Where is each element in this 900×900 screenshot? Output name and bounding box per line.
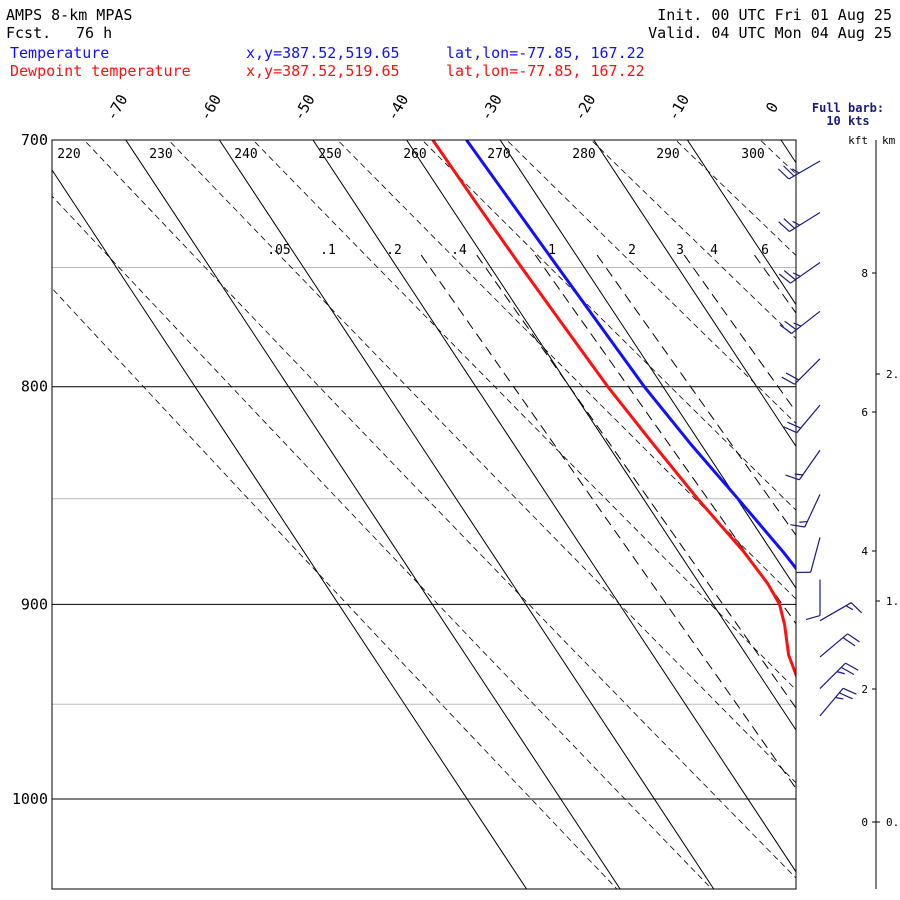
km-tick-label: 2. — [886, 368, 899, 381]
isotherm-line — [125, 140, 621, 889]
isotherm-line — [875, 140, 900, 889]
isotherm-label: -70 — [102, 91, 131, 123]
dry-adiabat-line — [83, 140, 796, 879]
isotherm-label: -40 — [383, 91, 412, 123]
dry-adiabat-label: 290 — [656, 147, 679, 162]
isotherm-line — [780, 140, 796, 164]
kft-tick-label: 2 — [861, 683, 868, 696]
wind-barb — [779, 310, 821, 334]
pressure-tick-label: 800 — [21, 378, 48, 396]
pressure-tick-label: 700 — [21, 131, 48, 149]
wind-barb — [819, 602, 863, 622]
barb-note-line1: Full barb: — [812, 101, 884, 115]
dry-adiabat-label: 280 — [572, 147, 595, 162]
mixing-ratio-label: 2 — [628, 243, 636, 258]
dry-adiabat-line — [52, 287, 618, 889]
sounding-trace-dewpoint-temperature — [431, 140, 796, 679]
isotherm-label: -30 — [477, 91, 506, 123]
dry-adiabat-line — [52, 195, 713, 889]
pressure-tick-label: 1000 — [12, 790, 48, 808]
barb-note-line2: 10 kts — [826, 114, 869, 128]
km-tick-label: 1. — [886, 595, 899, 608]
mixing-ratio-line — [476, 254, 796, 709]
dry-adiabat-line — [675, 140, 796, 256]
mixing-ratio-line — [534, 254, 796, 625]
isotherm-label: -10 — [664, 91, 693, 123]
wind-barb — [790, 494, 821, 528]
mixing-ratio-label: .4 — [451, 243, 467, 258]
sounding-trace-temperature — [465, 140, 796, 571]
isotherm-line — [686, 140, 796, 306]
legend-temperature-label: Temperature — [10, 44, 110, 62]
dry-adiabat-label: 260 — [403, 147, 426, 162]
dry-adiabat-line — [421, 140, 796, 511]
mixing-ratio-label: 1 — [548, 243, 556, 258]
wind-barb — [781, 358, 821, 385]
pressure-tick-label: 900 — [21, 595, 48, 613]
mixing-ratio-label: .2 — [386, 243, 402, 258]
model-title: AMPS 8-km MPAS — [6, 6, 133, 24]
mixing-ratio-line — [596, 254, 796, 537]
mixing-ratio-line — [874, 255, 900, 880]
mixing-ratio-line — [754, 254, 796, 314]
dry-adiabat-line — [252, 140, 796, 691]
dry-adiabat-label: 270 — [487, 147, 510, 162]
mixing-ratio-line — [420, 254, 796, 790]
isotherm-line — [499, 140, 796, 590]
kft-tick-label: 8 — [861, 267, 868, 280]
isotherm-line — [312, 140, 796, 873]
wind-barb — [796, 537, 821, 574]
isotherm-label: -60 — [196, 91, 225, 123]
wind-barb — [783, 404, 821, 434]
dry-adiabat-label: 250 — [318, 147, 341, 162]
dry-adiabat-line — [590, 140, 796, 340]
wind-barb — [778, 262, 821, 284]
dry-adiabat-line — [337, 140, 796, 600]
mixing-ratio-label: .1 — [320, 243, 336, 258]
wind-barb — [819, 687, 857, 717]
kft-tick-label: 4 — [861, 545, 868, 558]
wind-barb — [819, 662, 859, 690]
wind-barb — [777, 160, 821, 180]
legend-temperature-xy: x,y=387.52,519.65 — [246, 44, 400, 62]
dry-adiabat-label: 230 — [149, 147, 172, 162]
mixing-ratio-line — [829, 255, 900, 880]
km-label: km — [882, 134, 896, 147]
mixing-ratio-label: 3 — [676, 243, 684, 258]
kft-tick-label: 0 — [861, 816, 868, 829]
wind-barb — [819, 633, 860, 658]
mixing-ratio-label: .05 — [267, 243, 290, 258]
mixing-ratio-line — [798, 255, 900, 880]
legend-temperature-latlon: lat,lon=-77.85, 167.22 — [446, 44, 645, 62]
isotherm-label: 0 — [762, 99, 782, 116]
init-time: Init. 00 UTC Fri 01 Aug 25 — [657, 6, 892, 24]
kft-label: kft — [848, 134, 868, 147]
mixing-ratio-label: 6 — [761, 243, 769, 258]
legend-dewpoint-label: Dewpoint temperature — [10, 62, 191, 80]
kft-tick-label: 6 — [861, 406, 868, 419]
isotherm-line — [593, 140, 796, 448]
isotherm-line — [218, 140, 715, 889]
dry-adiabat-label: 240 — [234, 147, 257, 162]
isotherm-label: -20 — [570, 91, 599, 123]
isotherm-label: -50 — [290, 91, 319, 123]
isotherm-line — [52, 169, 527, 889]
mixing-ratio-label: 4 — [710, 243, 718, 258]
wind-barb — [778, 211, 821, 233]
km-tick-label: 0. — [886, 816, 899, 829]
wind-barb — [785, 449, 821, 481]
dry-adiabat-line — [168, 140, 796, 784]
dry-adiabat-label: 300 — [741, 147, 764, 162]
forecast-label: Fcst. — [6, 24, 52, 42]
isotherm-line — [406, 140, 796, 731]
dry-adiabat-line — [817, 113, 900, 889]
mixing-ratio-line — [683, 254, 796, 413]
forecast-hours: 76 h — [76, 24, 113, 42]
legend-dewpoint-xy: x,y=387.52,519.65 — [246, 62, 400, 80]
valid-time: Valid. 04 UTC Mon 04 Aug 25 — [648, 24, 892, 42]
legend-dewpoint-latlon: lat,lon=-77.85, 167.22 — [446, 62, 645, 80]
wind-barb — [805, 579, 821, 621]
dry-adiabat-label: 220 — [57, 147, 80, 162]
